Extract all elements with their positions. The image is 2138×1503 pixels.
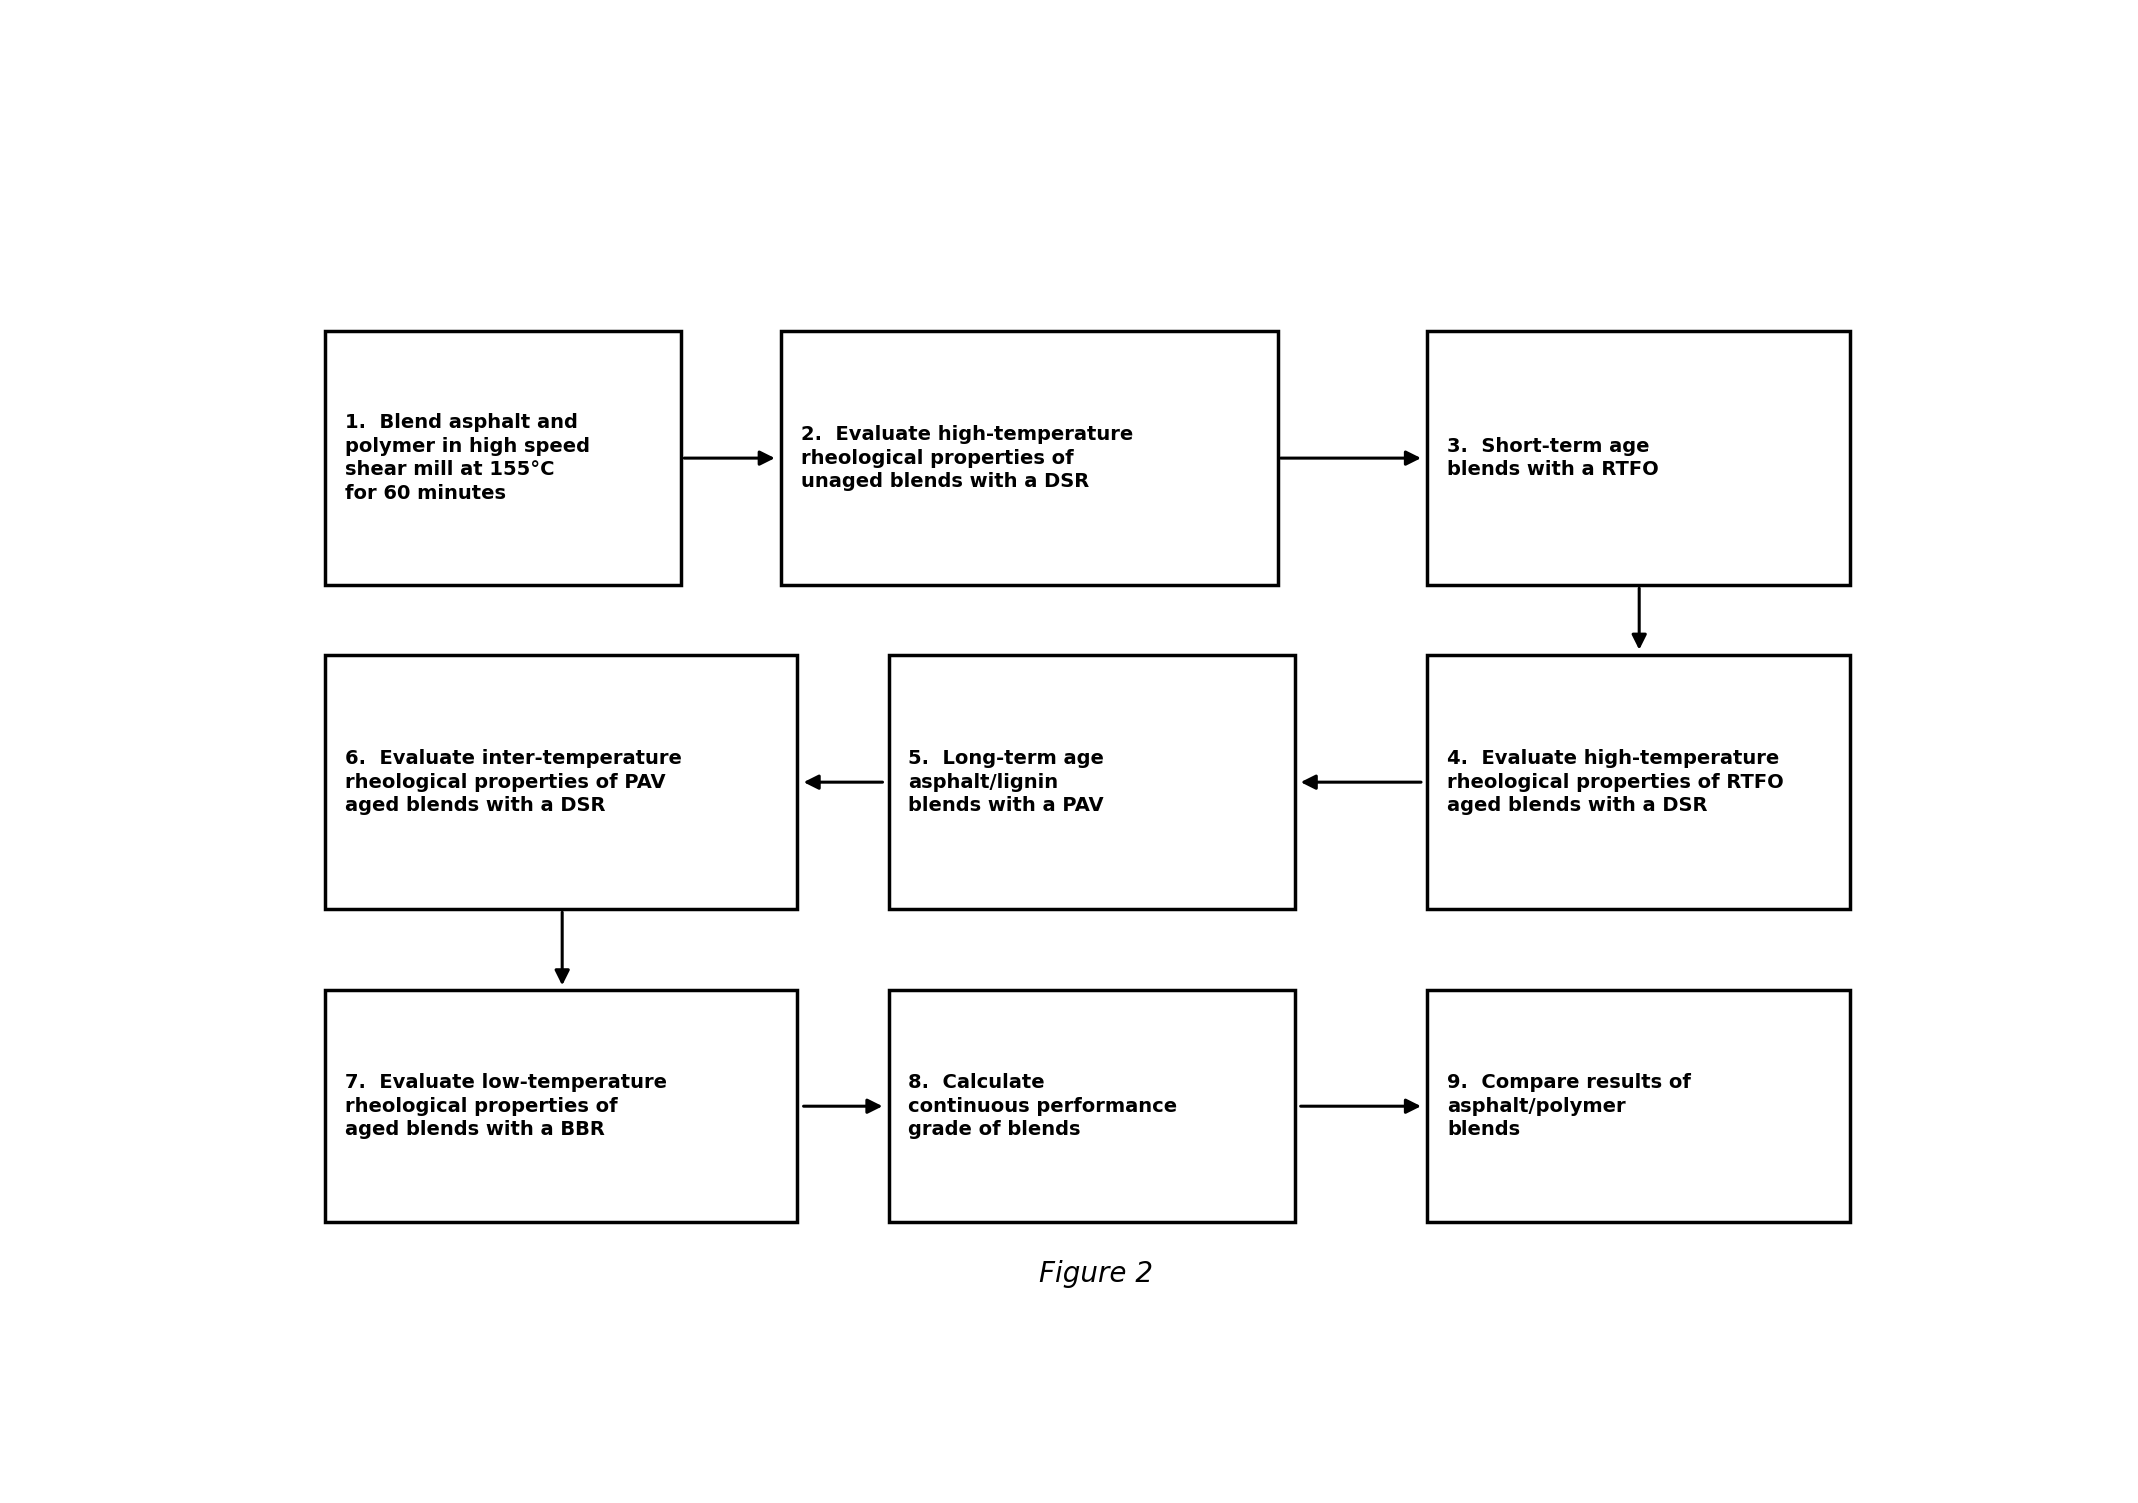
- Text: 2.  Evaluate high-temperature
rheological properties of
unaged blends with a DSR: 2. Evaluate high-temperature rheological…: [802, 425, 1133, 491]
- FancyBboxPatch shape: [889, 990, 1296, 1222]
- Text: 1.  Blend asphalt and
polymer in high speed
shear mill at 155°C
for 60 minutes: 1. Blend asphalt and polymer in high spe…: [344, 413, 590, 504]
- Text: 9.  Compare results of
asphalt/polymer
blends: 9. Compare results of asphalt/polymer bl…: [1447, 1073, 1691, 1139]
- Text: 5.  Long-term age
asphalt/lignin
blends with a PAV: 5. Long-term age asphalt/lignin blends w…: [909, 748, 1105, 815]
- FancyBboxPatch shape: [1428, 331, 1849, 585]
- Text: 6.  Evaluate inter-temperature
rheological properties of PAV
aged blends with a : 6. Evaluate inter-temperature rheologica…: [344, 748, 682, 815]
- Text: 8.  Calculate
continuous performance
grade of blends: 8. Calculate continuous performance grad…: [909, 1073, 1178, 1139]
- Text: 7.  Evaluate low-temperature
rheological properties of
aged blends with a BBR: 7. Evaluate low-temperature rheological …: [344, 1073, 667, 1139]
- Text: Figure 2: Figure 2: [1039, 1260, 1152, 1288]
- FancyBboxPatch shape: [1428, 990, 1849, 1222]
- FancyBboxPatch shape: [1428, 655, 1849, 909]
- Text: 3.  Short-term age
blends with a RTFO: 3. Short-term age blends with a RTFO: [1447, 437, 1659, 479]
- Text: 4.  Evaluate high-temperature
rheological properties of RTFO
aged blends with a : 4. Evaluate high-temperature rheological…: [1447, 748, 1783, 815]
- FancyBboxPatch shape: [889, 655, 1296, 909]
- FancyBboxPatch shape: [780, 331, 1279, 585]
- FancyBboxPatch shape: [325, 331, 682, 585]
- FancyBboxPatch shape: [325, 990, 797, 1222]
- FancyBboxPatch shape: [325, 655, 797, 909]
